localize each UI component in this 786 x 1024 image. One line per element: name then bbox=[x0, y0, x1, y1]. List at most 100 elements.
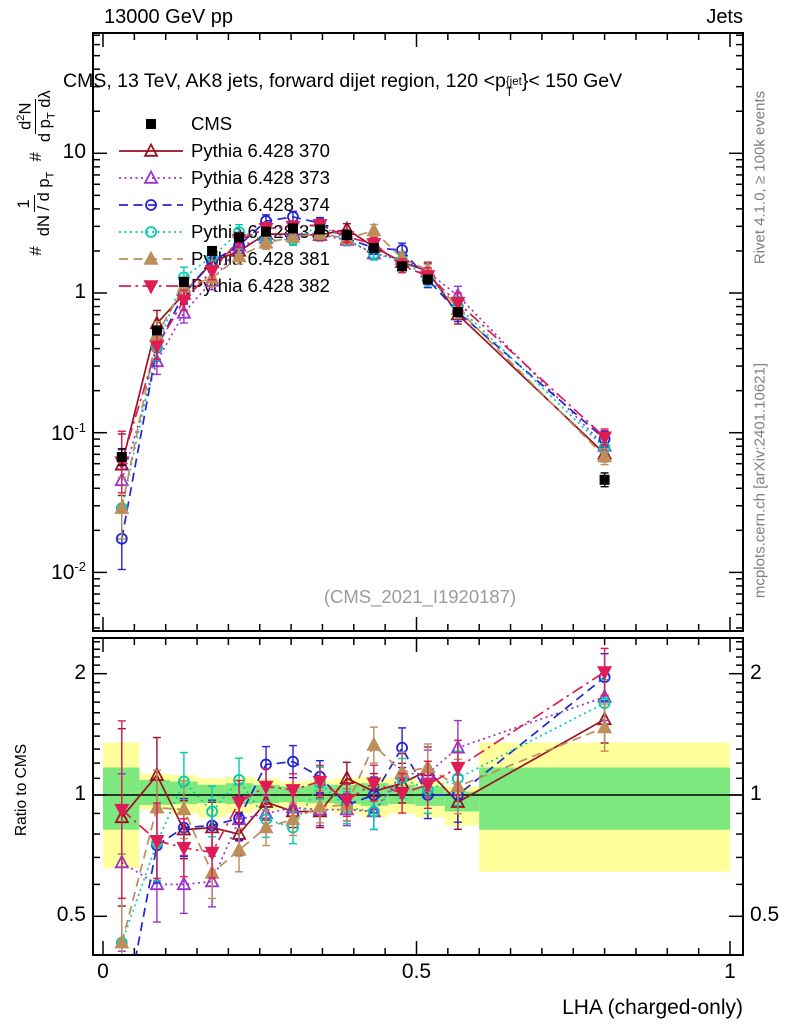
marker-circle bbox=[206, 819, 218, 832]
marker-circle bbox=[421, 789, 434, 801]
band-green bbox=[139, 779, 171, 805]
marker-triangle-up bbox=[149, 352, 165, 368]
marker-triangle-up bbox=[176, 875, 192, 891]
plot-title-tail: }< 150 GeV bbox=[521, 70, 623, 92]
marker-triangle-down bbox=[285, 784, 301, 799]
marker-triangle-down bbox=[176, 842, 192, 857]
y-axis-frac-2: d2N d pT dλ bbox=[14, 90, 57, 143]
marker-triangle-up bbox=[339, 769, 355, 785]
uncertainty-bands bbox=[103, 742, 730, 872]
marker-triangle-up bbox=[339, 231, 355, 246]
band-yellow bbox=[103, 742, 140, 868]
marker-triangle-up bbox=[149, 326, 165, 341]
band-yellow bbox=[279, 781, 307, 808]
marker-triangle-up bbox=[339, 796, 355, 811]
marker-triangle-up bbox=[149, 799, 165, 814]
marker-square bbox=[146, 118, 156, 129]
marker-triangle-up bbox=[258, 793, 274, 808]
marker-triangle-up bbox=[258, 819, 274, 834]
marker-triangle-up bbox=[149, 315, 165, 330]
legend-item-pythia-6-428-381: Pythia 6.428 381 bbox=[118, 245, 330, 272]
legend-item-pythia-6-428-370: Pythia 6.428 370 bbox=[118, 137, 330, 164]
series-pythia-6-428-373 bbox=[114, 672, 613, 952]
marker-triangle-up bbox=[394, 250, 410, 265]
band-yellow bbox=[306, 779, 334, 810]
band-green bbox=[225, 783, 253, 804]
marker-triangle-up bbox=[204, 873, 220, 888]
marker-square bbox=[452, 307, 463, 318]
marker-triangle-up bbox=[394, 765, 410, 780]
marker-triangle-up bbox=[339, 220, 355, 235]
marker-triangle-down bbox=[312, 775, 328, 790]
marker-triangle-down bbox=[231, 796, 247, 811]
marker-circle bbox=[341, 801, 353, 814]
marker-triangle-up bbox=[339, 230, 355, 245]
marker-circle bbox=[233, 812, 245, 825]
marker-triangle-up bbox=[366, 245, 382, 260]
series-line-pythia-6-428-375 bbox=[121, 702, 605, 943]
ratio-y-tick-label-left: 0.5 bbox=[56, 903, 86, 927]
marker-triangle-up bbox=[366, 238, 382, 253]
marker-circle bbox=[314, 777, 326, 790]
marker-circle bbox=[451, 772, 464, 785]
marker-triangle-up bbox=[312, 803, 328, 818]
marker-square bbox=[151, 325, 162, 336]
marker-triangle-up bbox=[450, 739, 466, 754]
marker-circle bbox=[421, 271, 434, 284]
band-yellow bbox=[479, 742, 730, 872]
marker-triangle-up bbox=[231, 810, 247, 826]
band-yellow bbox=[252, 778, 280, 810]
legend-marker-cms bbox=[146, 118, 156, 129]
legend-marker-pythia-6-428-373 bbox=[119, 169, 183, 184]
marker-triangle-down bbox=[149, 835, 165, 850]
ratio-y-tick-label-right: 2 bbox=[750, 660, 762, 684]
marker-triangle-down bbox=[339, 231, 355, 246]
band-yellow bbox=[197, 778, 226, 818]
legend-label: Pythia 6.428 381 bbox=[191, 247, 330, 269]
marker-circle bbox=[396, 244, 408, 256]
marker-triangle-up bbox=[394, 253, 410, 269]
band-green bbox=[197, 784, 226, 804]
marker-circle bbox=[367, 805, 380, 818]
marker-triangle-up bbox=[394, 763, 410, 778]
legend-marker-pythia-6-428-370 bbox=[119, 142, 183, 157]
marker-triangle-up bbox=[450, 300, 466, 315]
band-green bbox=[103, 767, 140, 830]
marker-triangle-up bbox=[597, 437, 613, 452]
band-yellow bbox=[388, 778, 416, 814]
y-axis-frac-1: 1 dN / d pT bbox=[15, 171, 57, 237]
marker-circle bbox=[367, 242, 380, 254]
marker-triangle-up bbox=[420, 262, 436, 277]
marker-circle bbox=[451, 300, 464, 313]
marker-triangle-up bbox=[366, 803, 382, 818]
marker-triangle-up bbox=[420, 765, 436, 780]
marker-circle bbox=[396, 741, 408, 754]
marker-circle bbox=[421, 783, 434, 796]
watermark-label: (CMS_2021_I1920187) bbox=[323, 586, 517, 607]
main-y-tick-label: 10-1 bbox=[51, 419, 86, 445]
marker-circle bbox=[115, 532, 128, 545]
legend-marker-pythia-6-428-375 bbox=[119, 225, 183, 238]
marker-triangle-up bbox=[450, 306, 466, 321]
legend-item-pythia-6-428-375: Pythia 6.428 375 bbox=[118, 218, 330, 245]
marker-square bbox=[397, 261, 408, 272]
series-line-pythia-6-428-373 bbox=[121, 696, 605, 886]
marker-triangle-up bbox=[204, 819, 220, 834]
marker-triangle-up bbox=[420, 762, 436, 777]
series-pythia-6-428-374 bbox=[117, 652, 611, 955]
marker-circle bbox=[260, 758, 272, 771]
legend-marker-pythia-6-428-381 bbox=[119, 250, 183, 265]
legend-label: Pythia 6.428 382 bbox=[191, 274, 330, 296]
marker-circle bbox=[260, 813, 272, 826]
ratio-panel-frame bbox=[92, 637, 744, 956]
marker-triangle-up bbox=[420, 261, 436, 276]
marker-triangle-up bbox=[114, 456, 130, 471]
marker-triangle-up bbox=[176, 304, 192, 319]
band-green bbox=[415, 786, 445, 806]
marker-triangle-up bbox=[597, 719, 613, 734]
marker-circle bbox=[396, 772, 408, 785]
marker-triangle-up bbox=[420, 263, 436, 278]
marker-triangle-up bbox=[114, 471, 130, 487]
legend-item-cms: CMS bbox=[118, 110, 330, 137]
